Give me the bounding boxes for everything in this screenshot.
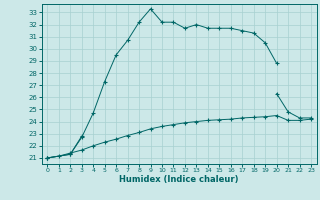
X-axis label: Humidex (Indice chaleur): Humidex (Indice chaleur) bbox=[119, 175, 239, 184]
